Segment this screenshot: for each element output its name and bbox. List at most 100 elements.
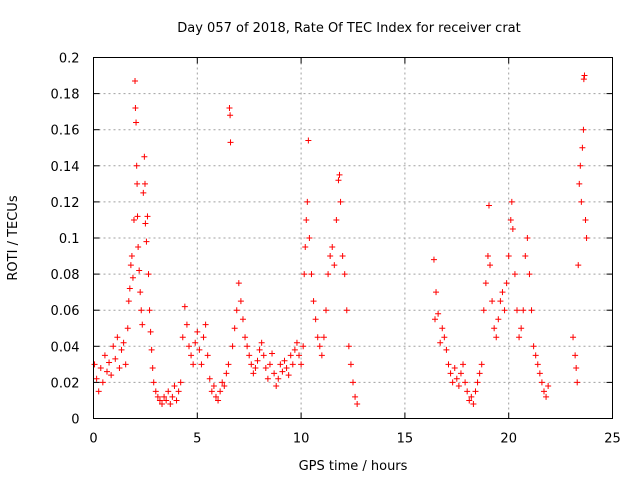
data-point: [200, 334, 207, 341]
data-point: [179, 334, 186, 341]
data-point: [540, 388, 547, 395]
data-point: [192, 339, 199, 346]
data-point: [310, 298, 317, 305]
data-point: [235, 280, 242, 287]
data-point: [583, 235, 590, 241]
y-tick-label: 0.1: [59, 232, 80, 247]
data-point: [97, 364, 104, 371]
x-axis-label: GPS time / hours: [299, 459, 408, 474]
data-point: [508, 198, 515, 205]
data-point: [482, 280, 489, 287]
y-axis-ticks: 0 0.02 0.04 0.06 0.08 0.1 0.12 0.14 0.16 0.18 0.2: [51, 52, 613, 428]
data-point: [99, 379, 106, 386]
data-point: [262, 364, 269, 371]
data-point: [146, 307, 153, 314]
data-point: [532, 352, 539, 359]
data-point: [233, 307, 240, 314]
data-point: [433, 289, 440, 296]
data-point: [580, 76, 587, 83]
data-point: [538, 379, 545, 386]
data-point: [327, 253, 334, 260]
data-point: [133, 119, 140, 126]
data-point: [258, 339, 265, 346]
data-point: [177, 379, 184, 386]
x-tick-label: 20: [500, 432, 517, 447]
data-point: [101, 352, 108, 359]
data-point: [183, 321, 190, 328]
y-tick-label: 0.02: [51, 376, 80, 391]
data-point: [518, 325, 525, 332]
data-point: [163, 397, 170, 404]
data-point: [137, 289, 144, 296]
data-point: [169, 393, 176, 400]
data-point: [320, 334, 327, 341]
data-point: [437, 339, 444, 346]
data-point: [350, 379, 356, 386]
data-point: [493, 334, 500, 341]
data-point: [112, 355, 119, 362]
data-point: [524, 235, 531, 241]
data-point: [188, 352, 195, 359]
data-point: [139, 321, 146, 328]
data-point: [574, 379, 581, 386]
y-tick-label: 0.06: [51, 304, 80, 319]
data-point: [572, 352, 579, 359]
x-tick-label: 0: [89, 432, 97, 447]
data-point: [480, 307, 487, 314]
data-point: [143, 238, 150, 245]
y-tick-label: 0: [71, 413, 79, 428]
data-point: [91, 361, 98, 368]
data-point: [491, 325, 498, 332]
data-point: [318, 352, 325, 359]
data-point: [127, 262, 134, 269]
data-point: [331, 262, 338, 269]
data-point: [325, 271, 332, 278]
data-point: [256, 346, 263, 353]
data-point: [273, 383, 280, 390]
data-point: [470, 401, 477, 408]
data-point: [300, 343, 307, 350]
data-point: [149, 364, 156, 371]
data-point: [185, 343, 192, 350]
data-point: [147, 328, 154, 335]
data-point: [293, 339, 300, 346]
data-point: [468, 393, 475, 400]
data-point: [472, 388, 479, 395]
x-tick-label: 10: [293, 432, 310, 447]
data-point: [501, 307, 508, 314]
data-point: [181, 303, 188, 310]
data-point: [306, 235, 313, 241]
data-point: [576, 180, 583, 187]
data-point: [305, 137, 312, 144]
data-point: [526, 271, 533, 278]
data-point: [303, 216, 310, 223]
data-point: [142, 220, 149, 227]
data-point: [447, 370, 454, 377]
data-point: [190, 361, 197, 368]
data-point: [132, 77, 139, 84]
data-point: [239, 316, 246, 323]
data-point: [103, 368, 110, 375]
y-axis-label: ROTI / TECUs: [6, 195, 21, 280]
data-point: [171, 383, 178, 390]
data-point: [161, 393, 168, 400]
data-point: [275, 375, 282, 382]
data-point: [118, 346, 125, 353]
y-tick-label: 0.04: [51, 340, 80, 355]
data-point: [514, 307, 521, 314]
data-point: [246, 352, 253, 359]
data-point: [503, 280, 510, 287]
data-point: [301, 271, 308, 278]
data-point: [122, 361, 129, 368]
data-point: [543, 393, 550, 400]
data-point: [140, 189, 147, 196]
data-point: [202, 321, 209, 328]
data-point: [130, 216, 137, 223]
data-point: [445, 361, 452, 368]
data-point: [208, 388, 215, 395]
data-point: [252, 364, 259, 371]
data-point: [302, 244, 309, 251]
data-point: [279, 368, 286, 375]
data-point: [283, 364, 290, 371]
data-point: [345, 343, 352, 350]
